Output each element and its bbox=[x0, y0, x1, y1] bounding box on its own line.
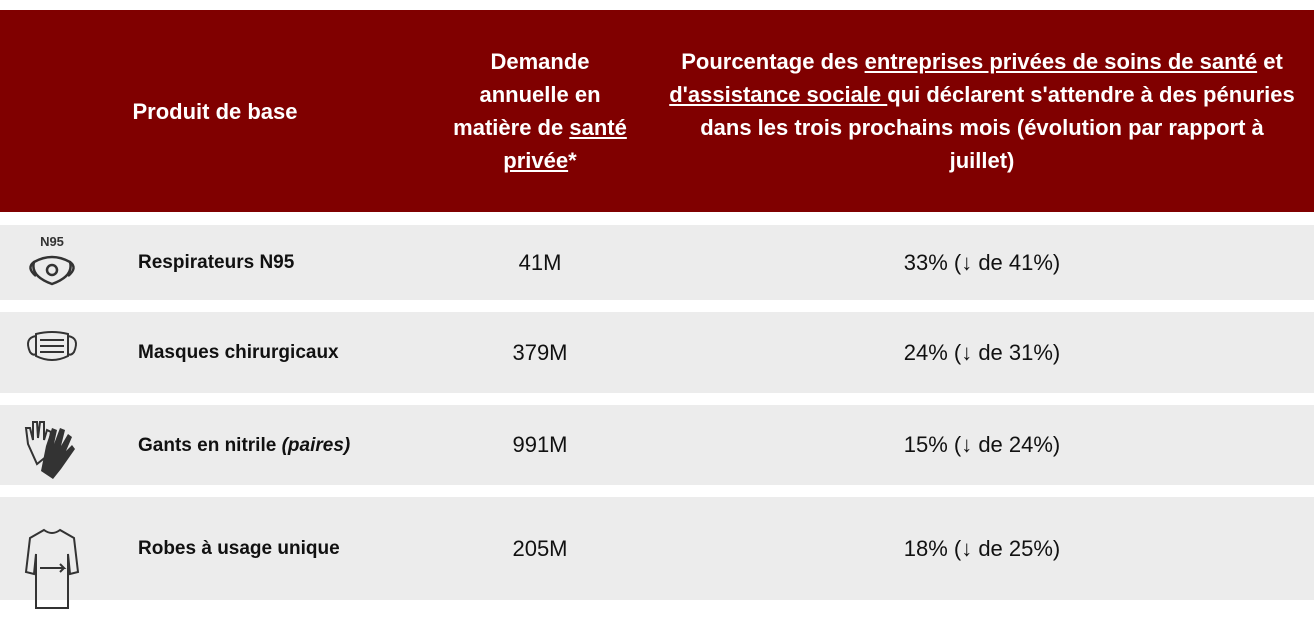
row: Robes à usage unique 205M 18% (↓ de 25%) bbox=[0, 497, 1314, 609]
product-text: Masques chirurgicaux bbox=[138, 341, 339, 364]
row: Masques chirurgicaux 379M 24% (↓ de 31%) bbox=[0, 312, 1314, 393]
header-part: et bbox=[1257, 49, 1283, 74]
product-part: Gants en nitrile bbox=[138, 434, 282, 456]
header-part: Demande annuelle en matière de bbox=[453, 49, 601, 140]
row: Gants en nitrile (paires) 991M 15% (↓ de 2… bbox=[0, 405, 1314, 485]
header-part: * bbox=[568, 148, 577, 173]
product-text: Respirateurs N95 bbox=[138, 251, 294, 274]
header-part: santé privée bbox=[503, 115, 627, 173]
shortage: 15% (↓ de 24%) bbox=[903, 432, 1061, 457]
shortage: 18% (↓ de 25%) bbox=[903, 535, 1061, 561]
product-text: Gants en nitrile (paires) bbox=[138, 434, 350, 457]
row: N95 Respirateurs N95 41M 33% (↓ de 41%) bbox=[0, 225, 1314, 300]
icon-shape bbox=[27, 334, 77, 356]
header-cell: Demande annuelle en matière de santé pri… bbox=[430, 10, 650, 212]
page: Produit de base Demande annuelle en mati… bbox=[0, 10, 1314, 609]
product-part: Respirateurs N95 bbox=[138, 252, 295, 273]
header-text: Produit de base bbox=[132, 95, 297, 128]
icon bbox=[18, 414, 86, 485]
header-cell: Produit de base bbox=[0, 10, 430, 212]
product-name: Gants en nitrile (paires) bbox=[138, 405, 418, 485]
header-part: qui déclarent s'attendre à des pénuries … bbox=[700, 82, 1295, 173]
product-part: Robes à usage unique bbox=[138, 538, 340, 559]
header-cell: Pourcentage des entreprises privées de s… bbox=[650, 10, 1314, 212]
icon-shape bbox=[41, 428, 75, 479]
product-part: (paires) bbox=[281, 434, 351, 456]
icon bbox=[18, 522, 86, 617]
icon: N95 bbox=[18, 232, 86, 297]
product-name: Respirateurs N95 bbox=[138, 225, 418, 300]
icon-shape bbox=[27, 330, 77, 361]
icon-label: N95 bbox=[40, 234, 64, 249]
icon-shape bbox=[24, 528, 80, 609]
product-name: Robes à usage unique bbox=[138, 497, 418, 600]
icon-shape bbox=[40, 562, 67, 573]
header-text: Demande annuelle en matière de santé pri… bbox=[450, 45, 630, 177]
demand: 205M bbox=[512, 535, 568, 561]
shortage: 24% (↓ de 31%) bbox=[903, 339, 1061, 365]
product-text: Robes à usage unique bbox=[138, 537, 340, 560]
icon-shape bbox=[29, 260, 75, 277]
icon-shape bbox=[24, 421, 75, 479]
product-name: Masques chirurgicaux bbox=[138, 312, 418, 393]
demand: 379M bbox=[512, 339, 568, 365]
icon-shape bbox=[24, 528, 80, 609]
shortage: 33% (↓ de 41%) bbox=[903, 249, 1061, 275]
icon-shape: N95 bbox=[29, 234, 75, 285]
icon bbox=[18, 322, 86, 377]
demand: 991M bbox=[512, 432, 568, 457]
header-part: Produit de base bbox=[132, 98, 298, 124]
header-part: d'assistance sociale bbox=[669, 82, 888, 107]
icon-shape bbox=[35, 330, 69, 361]
icon-shape bbox=[40, 338, 64, 353]
product-part: Masques chirurgicaux bbox=[138, 342, 339, 363]
icon-shape bbox=[45, 263, 59, 276]
demand: 41M bbox=[518, 249, 562, 275]
icon-shape bbox=[32, 255, 72, 285]
header-part: Pourcentage des bbox=[681, 49, 865, 74]
header-text: Pourcentage des entreprises privées de s… bbox=[668, 45, 1296, 177]
header-part: entreprises privées de soins de santé bbox=[864, 49, 1258, 74]
